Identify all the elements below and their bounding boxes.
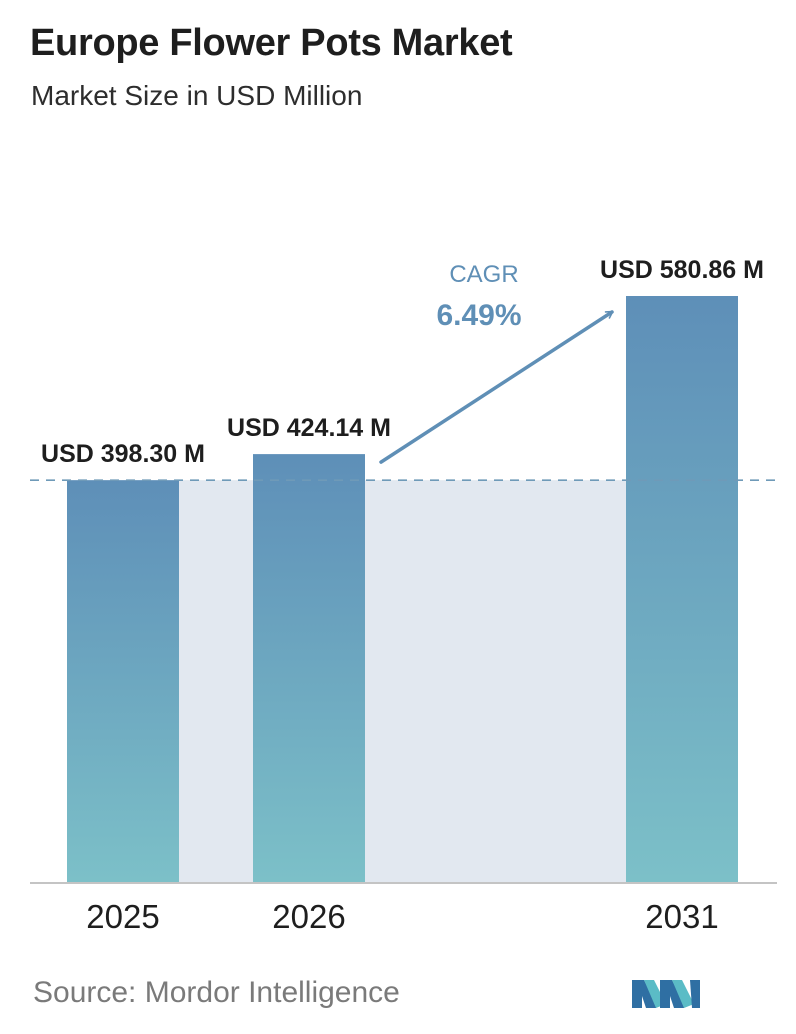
x-tick-2025: 2025: [86, 898, 159, 935]
value-label-2031: USD 580.86 M: [600, 256, 764, 284]
x-tick-2026: 2026: [272, 898, 345, 935]
x-tick-labels: 2025 2026 2031: [86, 898, 718, 935]
cagr-label: CAGR: [449, 261, 518, 288]
cagr-annotation: CAGR 6.49%: [379, 261, 614, 464]
bar-2025: [67, 480, 179, 882]
bar-chart: USD 398.30 M USD 424.14 M USD 580.86 M 202…: [30, 256, 777, 935]
bar-2026: [253, 454, 365, 882]
mordor-intelligence-logo-icon: [632, 980, 700, 1008]
value-label-2026: USD 424.14 M: [227, 414, 391, 442]
bar-2031: [626, 296, 738, 882]
source-note: Source: Mordor Intelligence: [33, 976, 400, 1009]
bars: [67, 296, 738, 882]
cagr-arrow: [379, 310, 614, 464]
chart-title: Europe Flower Pots Market: [30, 22, 513, 64]
value-label-2025: USD 398.30 M: [41, 440, 205, 468]
value-labels: USD 398.30 M USD 424.14 M USD 580.86 M: [41, 256, 764, 468]
x-tick-2031: 2031: [645, 898, 718, 935]
cagr-value: 6.49%: [436, 299, 521, 332]
chart-subtitle: Market Size in USD Million: [31, 80, 363, 111]
